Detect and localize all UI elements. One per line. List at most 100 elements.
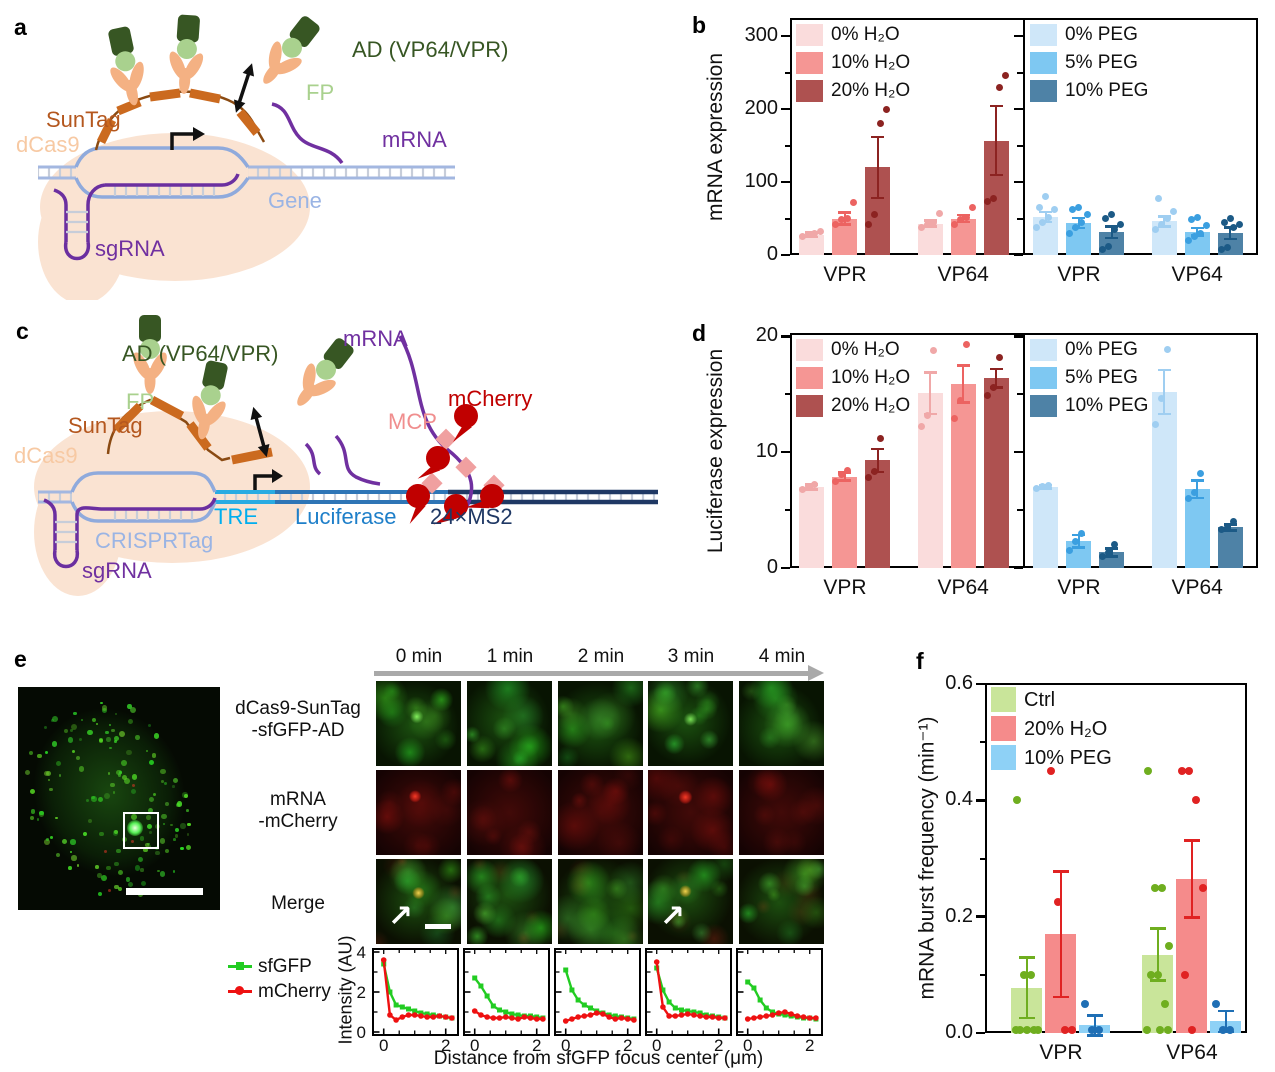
data-point: [1033, 1026, 1042, 1035]
sfgfp-marker: [770, 1009, 776, 1015]
data-point: [1026, 970, 1035, 979]
data-point: [950, 220, 958, 228]
y-tick: [1014, 107, 1023, 111]
cell-speckle: [69, 728, 74, 733]
sfgfp-marker: [503, 1009, 509, 1015]
cell-speckle: [80, 718, 84, 722]
cell-speckle: [174, 827, 179, 833]
mcherry-marker: [703, 1014, 710, 1020]
error-cap: [1018, 956, 1035, 959]
legend-swatch: [796, 367, 823, 389]
timelapse-tile: [467, 681, 552, 766]
y-axis-label: mRNA burst frequency (min⁻¹): [915, 716, 939, 1000]
data-point: [1080, 999, 1089, 1008]
bar: [917, 393, 943, 568]
timelapse-tile: [558, 859, 643, 944]
error-cap: [805, 488, 819, 491]
cell-speckle: [91, 795, 95, 799]
data-point: [877, 119, 885, 127]
legend-label: 5% PEG: [1065, 367, 1138, 388]
sfgfp-marker: [763, 1005, 769, 1011]
cell-speckle: [55, 816, 58, 820]
data-point: [1180, 970, 1189, 979]
cell-speckle: [128, 882, 134, 887]
sfgfp-marker: [412, 1008, 418, 1014]
timelapse-tile: [739, 859, 824, 944]
data-point: [1151, 420, 1159, 428]
data-point: [1072, 223, 1080, 231]
timelapse-tile: [739, 770, 824, 855]
error-cap: [871, 447, 885, 450]
data-point: [1190, 233, 1198, 241]
data-point: [1001, 72, 1009, 80]
timelapse-tile: [467, 859, 552, 944]
y-minor-tick: [784, 509, 790, 512]
y-tick-label: 0.6: [945, 672, 973, 695]
cell-speckle: [45, 770, 51, 776]
x-category-label: VP64: [937, 263, 989, 286]
label-mcherry: mCherry: [448, 386, 532, 411]
cell-speckle: [172, 870, 176, 873]
cell-speckle: [51, 718, 55, 722]
cell-speckle: [70, 839, 76, 845]
plot-border: [985, 683, 1247, 1033]
data-point: [1039, 218, 1047, 226]
error-bar: [1228, 227, 1232, 239]
data-point: [983, 198, 991, 206]
y-tick-label: 0.2: [945, 904, 973, 927]
data-point: [989, 383, 997, 391]
intensity-profile-plot: [736, 948, 823, 1036]
mcherry-marker: [449, 1015, 455, 1021]
error-cap: [1086, 1034, 1103, 1037]
x-category-label: VP64: [1166, 1041, 1218, 1064]
diagram-crispra-suntag: AD (VP64/VPR) FP SunTag dCas9 mRNA Gene …: [16, 8, 509, 300]
data-point: [1196, 229, 1204, 237]
cell-speckle: [131, 813, 138, 820]
x-tick-label: 0: [560, 1036, 571, 1055]
cell-speckle: [91, 717, 97, 723]
data-point: [1099, 552, 1107, 560]
cell-speckle: [147, 823, 153, 830]
data-point: [1022, 1026, 1031, 1035]
cell-speckle: [151, 752, 157, 758]
y-tick: [1014, 335, 1023, 338]
cell-speckle: [76, 864, 79, 867]
sfgfp-marker: [757, 997, 763, 1003]
colocalization-arrow-icon: ↗: [387, 900, 414, 934]
x-category-label: VP64: [937, 576, 989, 599]
data-point: [1153, 970, 1162, 979]
panel-tag-c: c: [16, 318, 29, 344]
cell-speckle: [45, 751, 49, 755]
error-cap: [805, 235, 819, 239]
mcherry-marker: [763, 1013, 770, 1019]
cell-speckle: [117, 886, 123, 892]
data-point: [1143, 767, 1152, 776]
data-point: [1015, 1026, 1024, 1035]
cell-speckle: [49, 787, 53, 792]
data-point: [1102, 215, 1110, 223]
sfgfp-marker: [691, 1009, 697, 1015]
y-minor-tick: [1017, 509, 1023, 512]
cell-speckle: [114, 885, 119, 890]
legend-swatch: [991, 745, 1016, 770]
data-point: [1191, 796, 1200, 805]
mcherry-marker: [788, 1011, 794, 1017]
mcherry-marker: [775, 1010, 782, 1016]
error-cap: [1190, 496, 1204, 500]
cell-speckle: [146, 749, 149, 752]
data-point: [1067, 1026, 1076, 1035]
sfgfp-marker: [679, 1007, 685, 1013]
legend-label: 0% PEG: [1065, 24, 1138, 45]
mcherry-marker: [399, 1014, 406, 1020]
cell-speckle: [159, 870, 166, 877]
sfgfp-marker: [581, 1002, 587, 1008]
data-point: [1155, 1026, 1164, 1035]
y-tick-label: 0: [766, 243, 778, 265]
y-tick-label: 0: [356, 1023, 366, 1042]
cell-speckle: [52, 716, 59, 723]
legend-label: 10% PEG: [1065, 80, 1149, 101]
cell-speckle: [140, 868, 144, 872]
cell-speckle: [59, 774, 62, 777]
data-point: [923, 411, 931, 419]
sfgfp-marker: [666, 999, 672, 1005]
